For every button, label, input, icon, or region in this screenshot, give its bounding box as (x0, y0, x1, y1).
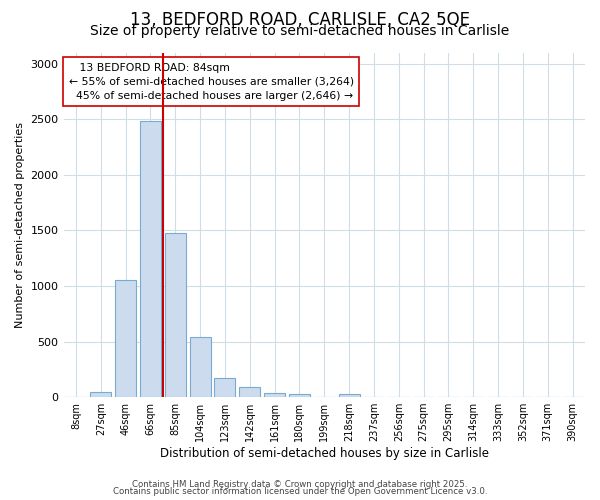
Bar (239, 387, 260, 397)
Bar (90, 392, 112, 397)
Text: 13, BEDFORD ROAD, CARLISLE, CA2 5QE: 13, BEDFORD ROAD, CARLISLE, CA2 5QE (130, 11, 470, 29)
Text: 13 BEDFORD ROAD: 84sqm
← 55% of semi-detached houses are smaller (3,264)
  45% o: 13 BEDFORD ROAD: 84sqm ← 55% of semi-det… (69, 63, 354, 101)
Bar (264, 392, 285, 397)
Bar (140, 122, 161, 397)
Y-axis label: Number of semi-detached properties: Number of semi-detached properties (15, 122, 25, 328)
Bar (165, 232, 186, 397)
Bar (190, 337, 211, 397)
Bar (115, 280, 136, 397)
Text: Contains HM Land Registry data © Crown copyright and database right 2025.: Contains HM Land Registry data © Crown c… (132, 480, 468, 489)
Text: Contains public sector information licensed under the Open Government Licence v3: Contains public sector information licen… (113, 487, 487, 496)
X-axis label: Distribution of semi-detached houses by size in Carlisle: Distribution of semi-detached houses by … (160, 447, 489, 460)
Bar (289, 394, 310, 397)
Bar (338, 394, 359, 397)
Text: Size of property relative to semi-detached houses in Carlisle: Size of property relative to semi-detach… (91, 24, 509, 38)
Bar (214, 378, 235, 397)
